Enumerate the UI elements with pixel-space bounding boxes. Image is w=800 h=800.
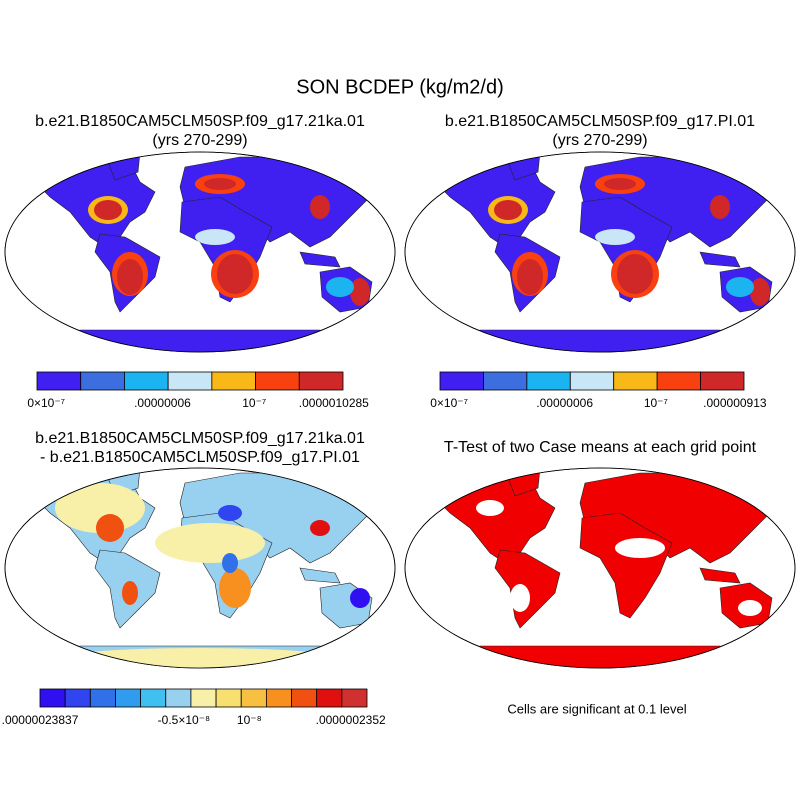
colorbar-swatch [291, 688, 318, 708]
colorbar-swatch [316, 688, 343, 708]
panel-note: Cells are significant at 0.1 level [507, 701, 686, 716]
colorbar-swatch [255, 371, 300, 391]
colorbar-swatch [700, 371, 745, 391]
colorbar-swatch [526, 371, 571, 391]
colorbar-label: 0×10⁻⁷ [430, 396, 468, 410]
colorbar-swatch [64, 688, 91, 708]
colorbar-swatch [140, 688, 167, 708]
colorbar-swatch [265, 688, 292, 708]
colorbar-swatch [89, 688, 116, 708]
colorbar-label: .00000006 [134, 396, 191, 410]
figure-title: SON BCDEP (kg/m2/d) [296, 76, 503, 98]
map [404, 151, 796, 353]
colorbar-swatch [190, 688, 217, 708]
colorbar-swatch [36, 371, 82, 391]
colorbar-swatch [656, 371, 701, 391]
panel-title: b.e21.B1850CAM5CLM50SP.f09_g17.PI.01 [445, 113, 755, 130]
colorbar-swatch [39, 688, 66, 708]
colorbar-swatch [211, 371, 256, 391]
panel-subtitle: (yrs 270-299) [152, 132, 247, 149]
colorbar-swatch [215, 688, 242, 708]
colorbar-label: 0×10⁻⁷ [27, 396, 65, 410]
colorbar-swatch [439, 371, 484, 391]
colorbar-swatch [80, 371, 125, 391]
colorbar-label: 10⁻⁷ [242, 396, 266, 410]
colorbar-label: .000000913 [703, 396, 767, 410]
colorbar-swatch [341, 688, 368, 708]
panel-subtitle: (yrs 270-299) [552, 132, 647, 149]
panel-subtitle: - b.e21.B1850CAM5CLM50SP.f09_g17.PI.01 [40, 449, 360, 466]
colorbar-swatch [613, 371, 658, 391]
colorbar-swatch [167, 371, 213, 391]
colorbar-swatch [569, 371, 615, 391]
colorbar-swatch [165, 688, 192, 708]
colorbar-label: -0.5×10⁻⁸ [158, 713, 210, 727]
map [404, 467, 796, 669]
colorbar-swatch [298, 371, 344, 391]
map [4, 151, 396, 353]
map [4, 467, 396, 669]
colorbar-label: 10⁻⁷ [644, 396, 668, 410]
colorbar-swatch [483, 371, 528, 391]
colorbar-label: .0000002352 [316, 713, 386, 727]
colorbar-swatch [124, 371, 169, 391]
panel-title: b.e21.B1850CAM5CLM50SP.f09_g17.21ka.01 [35, 430, 365, 447]
colorbar-label: .0000010285 [299, 396, 369, 410]
colorbar-label: .00000023837 [2, 713, 79, 727]
panel-title: b.e21.B1850CAM5CLM50SP.f09_g17.21ka.01 [35, 113, 365, 130]
colorbar-swatch [240, 688, 267, 708]
panel-title: T-Test of two Case means at each grid po… [444, 439, 757, 456]
colorbar-swatch [115, 688, 142, 708]
colorbar-label: .00000006 [536, 396, 593, 410]
colorbar-label: 10⁻⁸ [237, 713, 262, 727]
